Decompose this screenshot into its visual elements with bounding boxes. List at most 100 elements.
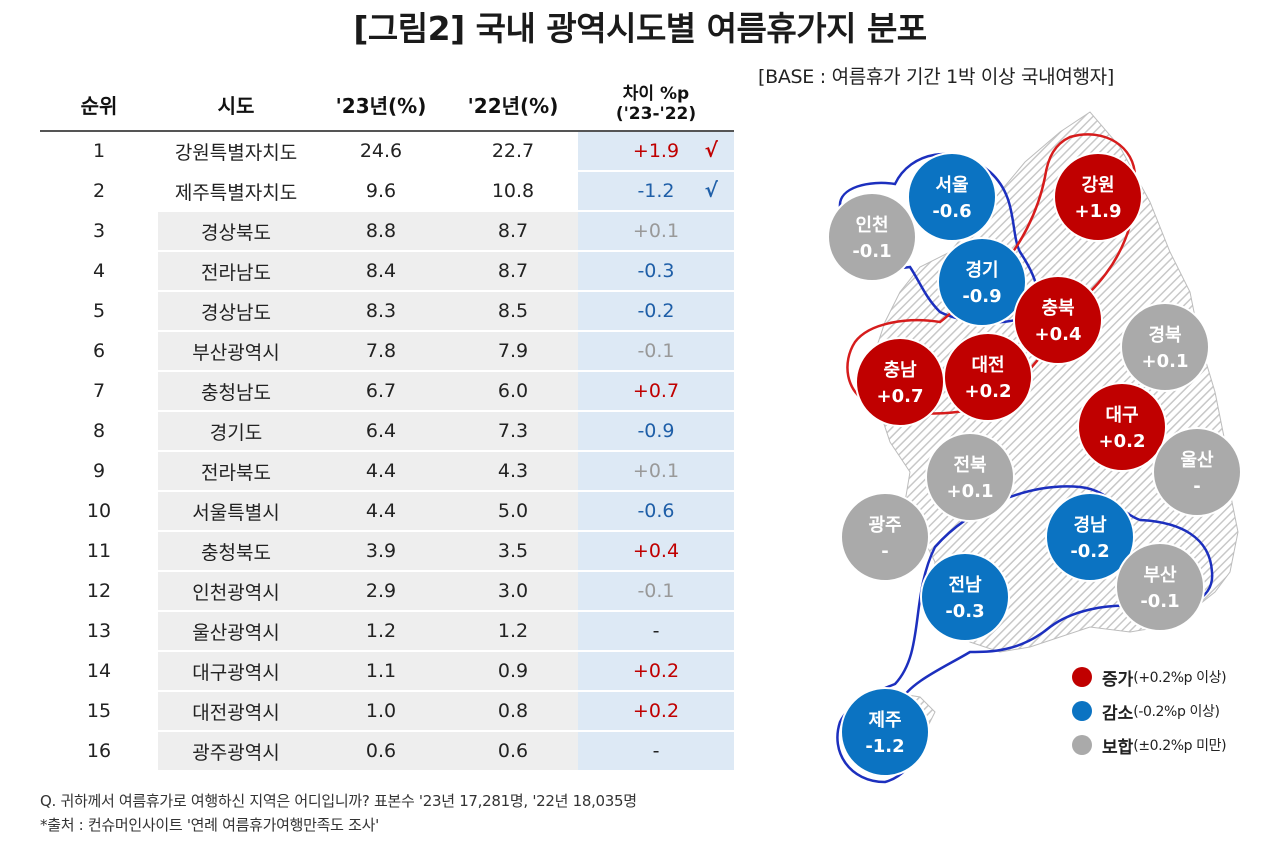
table-row: 9 전라북도 4.4 4.3 +0.1 (40, 451, 734, 492)
region-name: 부산 (1143, 565, 1177, 586)
diff-value: -0.9 (637, 420, 675, 442)
region-bubble: 제주 -1.2 (840, 687, 930, 777)
region-bubble-circle (943, 332, 1033, 422)
region-bubble: 인천 -0.1 (827, 192, 917, 282)
table-row: 4 전라남도 8.4 8.7 -0.3 (40, 251, 734, 292)
region-value: +0.4 (1035, 324, 1082, 345)
region-bubble: 부산 -0.1 (1115, 542, 1205, 632)
cell-y23: 3.9 (314, 531, 448, 572)
cell-diff: +0.7 (578, 371, 734, 412)
cell-y22: 4.3 (448, 451, 578, 492)
region-bubble-circle (1013, 275, 1103, 365)
legend-label: 증가 (1102, 669, 1134, 690)
legend-item: 감소 (-0.2%p 이상) (1072, 694, 1226, 728)
region-value: - (881, 541, 888, 562)
cell-diff: -0.1 (578, 331, 734, 372)
cell-rank: 2 (40, 171, 158, 212)
cell-diff: -0.2 (578, 291, 734, 332)
region-bubble: 대구 +0.2 (1077, 382, 1167, 472)
cell-rank: 16 (40, 731, 158, 772)
cell-rank: 5 (40, 291, 158, 332)
diff-value: - (652, 740, 660, 762)
cell-y23: 0.6 (314, 731, 448, 772)
region-bubble: 경북 +0.1 (1120, 302, 1210, 392)
cell-rank: 7 (40, 371, 158, 412)
cell-rank: 4 (40, 251, 158, 292)
cell-y22: 1.2 (448, 611, 578, 652)
region-bubble: 경기 -0.9 (937, 237, 1027, 327)
cell-sido: 울산광역시 (158, 611, 314, 652)
cell-sido: 충청남도 (158, 371, 314, 412)
region-bubble: 전북 +0.1 (925, 432, 1015, 522)
table-header-row: 순위 시도 '23년(%) '22년(%) 차이 %p ('23-'22) (40, 78, 734, 131)
check-mark: √ (704, 178, 718, 202)
region-name: 대구 (1105, 405, 1138, 426)
region-bubble-circle (907, 152, 997, 242)
cell-diff: -0.3 (578, 251, 734, 292)
cell-sido: 서울특별시 (158, 491, 314, 532)
legend-label: 감소 (1102, 703, 1134, 724)
legend-item: 증가 (+0.2%p 이상) (1072, 660, 1227, 694)
cell-y22: 22.7 (448, 131, 578, 172)
header-diff-sub: ('23-'22) (615, 104, 697, 124)
table-row: 10 서울특별시 4.4 5.0 -0.6 (40, 491, 734, 532)
cell-diff: +0.1 (578, 211, 734, 252)
diff-value: -0.6 (637, 500, 675, 522)
region-bubble-circle (840, 687, 930, 777)
cell-diff: -0.6 (578, 491, 734, 532)
region-value: +1.9 (1075, 201, 1122, 222)
diff-value: -0.1 (637, 340, 675, 362)
diff-value: -0.1 (637, 580, 675, 602)
region-value: - (1193, 476, 1200, 497)
diff-value: +0.1 (632, 220, 680, 242)
cell-y23: 24.6 (314, 131, 448, 172)
cell-diff: +1.9 √ (578, 131, 734, 172)
cell-rank: 13 (40, 611, 158, 652)
region-name: 울산 (1180, 450, 1214, 471)
region-name: 광주 (868, 515, 901, 536)
cell-sido: 전라남도 (158, 251, 314, 292)
region-name: 전남 (948, 575, 982, 596)
cell-y22: 10.8 (448, 171, 578, 212)
cell-y23: 1.1 (314, 651, 448, 692)
region-bubble-circle (827, 192, 917, 282)
diff-value: +1.9 (632, 140, 680, 162)
table-row: 16 광주광역시 0.6 0.6- (40, 731, 734, 772)
table-row: 11 충청북도 3.9 3.5 +0.4 (40, 531, 734, 572)
cell-y22: 6.0 (448, 371, 578, 412)
region-name: 강원 (1081, 175, 1114, 196)
region-value: +0.1 (947, 481, 994, 502)
region-name: 서울 (935, 175, 968, 196)
region-bubble-circle (1053, 152, 1143, 242)
legend-swatch (1072, 701, 1092, 721)
table-row: 2 제주특별자치도 9.6 10.8 -1.2 √ (40, 171, 734, 212)
cell-y23: 1.0 (314, 691, 448, 732)
table-row: 7 충청남도 6.7 6.0 +0.7 (40, 371, 734, 412)
region-bubble: 전남 -0.3 (920, 552, 1010, 642)
table-row: 5 경상남도 8.3 8.5 -0.2 (40, 291, 734, 332)
region-value: +0.7 (877, 386, 924, 407)
cell-rank: 8 (40, 411, 158, 452)
region-name: 충북 (1041, 298, 1074, 319)
header-sido: 시도 (217, 93, 255, 118)
legend-label: 보합 (1102, 737, 1134, 758)
region-bubble-circle (1152, 427, 1242, 517)
cell-y22: 0.9 (448, 651, 578, 692)
header-y23: '23년(%) (335, 93, 427, 118)
region-bubble: 강원 +1.9 (1053, 152, 1143, 242)
region-name: 충남 (883, 360, 917, 381)
cell-y22: 0.6 (448, 731, 578, 772)
cell-y22: 7.9 (448, 331, 578, 372)
cell-y23: 8.3 (314, 291, 448, 332)
cell-diff: +0.4 (578, 531, 734, 572)
cell-diff: +0.2 (578, 691, 734, 732)
region-value: +0.1 (1142, 351, 1189, 372)
region-bubble-circle (920, 552, 1010, 642)
cell-sido: 경상남도 (158, 291, 314, 332)
korea-map: 서울 -0.6 인천 -0.1 경기 -0.9 강원 +1.9 충북 +0.4 경북 +0.1 충남 +0… (827, 111, 1242, 784)
cell-y22: 5.0 (448, 491, 578, 532)
table-row: 15 대전광역시 1.0 0.8 +0.2 (40, 691, 734, 732)
cell-rank: 3 (40, 211, 158, 252)
region-bubble: 대전 +0.2 (943, 332, 1033, 422)
